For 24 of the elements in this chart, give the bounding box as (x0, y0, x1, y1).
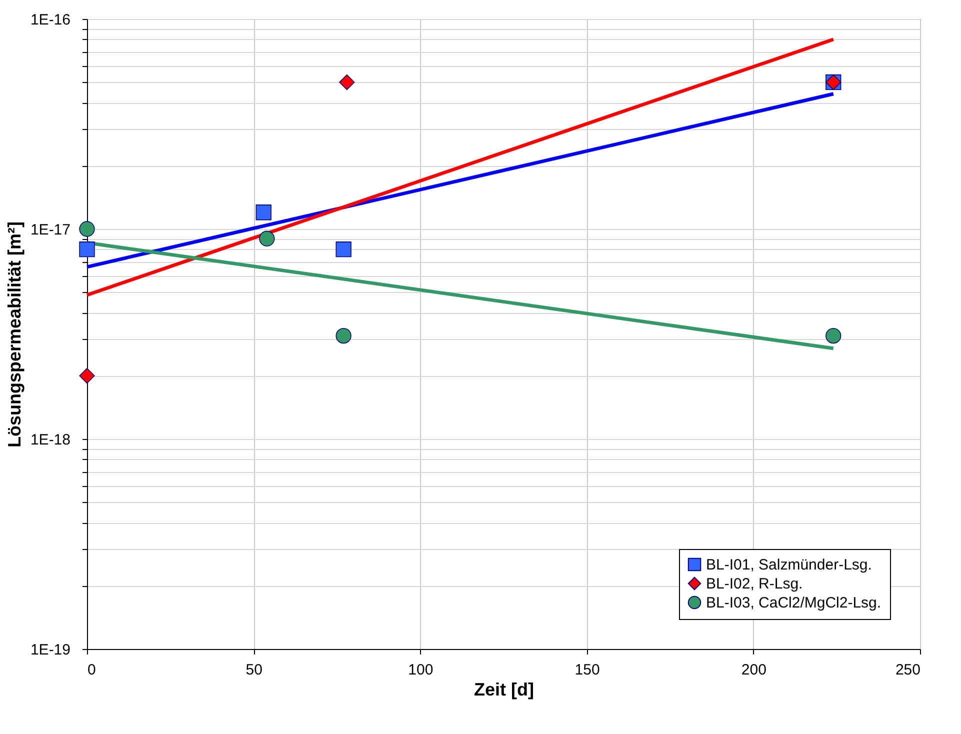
y-axis-title: Lösungspermeabilität [m²] (4, 221, 24, 448)
legend-label: BL-I01, Salzmünder-Lsg. (706, 556, 872, 574)
point (79, 221, 95, 237)
x-tick-label: 200 (741, 662, 766, 678)
point (826, 328, 842, 344)
x-tick-label: 0 (88, 662, 96, 678)
point (79, 242, 95, 258)
x-axis-title: Zeit [d] (474, 680, 534, 700)
point (256, 204, 272, 220)
y-tick-label: 1E-16 (30, 12, 70, 28)
legend-label: BL-I02, R-Lsg. (706, 576, 803, 592)
y-tick-label: 1E-19 (30, 642, 70, 658)
point (339, 74, 355, 90)
y-tick-label: 1E-18 (30, 432, 70, 448)
legend-label: BL-I03, CaCl2/MgCl2-Lsg. (706, 594, 882, 612)
point (336, 242, 352, 258)
x-tick-label: 50 (246, 662, 262, 678)
x-tick-label: 250 (895, 662, 920, 678)
y-tick-label: 1E-17 (30, 222, 70, 238)
point (259, 230, 275, 246)
x-tick-label: 100 (408, 662, 434, 678)
point (79, 368, 95, 384)
x-tick-label: 150 (574, 662, 600, 678)
point (336, 328, 352, 344)
